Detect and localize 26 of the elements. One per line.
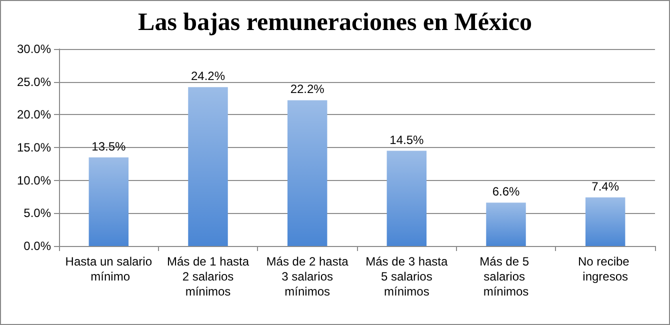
y-tick-label: 0.0% xyxy=(24,239,52,253)
y-tick-label: 30.0% xyxy=(16,42,52,56)
x-tick-label: Más de 1 hasta 2 salarios mínimos xyxy=(166,254,250,298)
bar xyxy=(287,100,328,246)
x-tick-label: No recibe ingresos xyxy=(578,254,633,284)
data-label: 6.6% xyxy=(492,184,520,199)
y-tick-label: 25.0% xyxy=(16,74,52,89)
x-tick-label: Más de 3 hasta 5 salarios mínimos xyxy=(366,254,448,298)
y-tick-label: 15.0% xyxy=(16,140,52,154)
data-label: 14.5% xyxy=(390,132,424,147)
bar xyxy=(486,202,526,246)
data-label: 22.2% xyxy=(290,82,325,96)
bar xyxy=(188,87,228,246)
data-label: 13.5% xyxy=(92,139,126,154)
y-tick-label: 20.0% xyxy=(16,108,52,122)
x-tick-label: Hasta un salario mínimo xyxy=(65,254,152,284)
bar xyxy=(585,197,626,246)
data-label: 24.2% xyxy=(190,69,226,84)
data-label: 7.4% xyxy=(592,179,620,194)
bar xyxy=(386,150,427,246)
chart-title: Las bajas remuneraciones en México xyxy=(138,9,532,36)
x-tick-label: Más de 5 salarios mínimos xyxy=(480,254,532,298)
y-tick-label: 5.0% xyxy=(24,206,52,220)
x-tick-label: Más de 2 hasta 3 salarios mínimos xyxy=(266,254,349,298)
bar xyxy=(88,157,129,246)
y-tick-label: 10.0% xyxy=(16,173,52,188)
